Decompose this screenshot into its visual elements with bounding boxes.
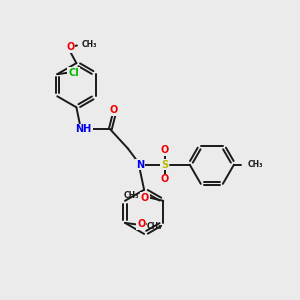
- Text: O: O: [66, 42, 75, 52]
- Text: CH₃: CH₃: [247, 160, 263, 169]
- Text: S: S: [161, 160, 168, 170]
- Text: N: N: [136, 160, 144, 170]
- Text: O: O: [137, 219, 145, 229]
- Text: O: O: [110, 105, 118, 115]
- Text: CH₃: CH₃: [124, 191, 139, 200]
- Text: CH₃: CH₃: [147, 222, 163, 231]
- Text: O: O: [160, 174, 169, 184]
- Text: CH₃: CH₃: [82, 40, 97, 49]
- Text: NH: NH: [76, 124, 92, 134]
- Text: Cl: Cl: [68, 68, 79, 78]
- Text: O: O: [160, 145, 169, 155]
- Text: O: O: [141, 193, 149, 203]
